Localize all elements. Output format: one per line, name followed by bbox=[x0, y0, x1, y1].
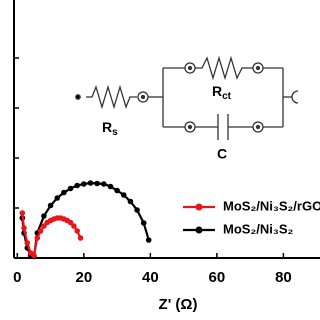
rct-label: Rct bbox=[212, 83, 232, 102]
data-point bbox=[47, 202, 54, 209]
data-point bbox=[77, 235, 84, 241]
data-point bbox=[94, 180, 100, 187]
data-point bbox=[41, 223, 47, 229]
data-point bbox=[31, 252, 37, 259]
data-point bbox=[140, 220, 147, 226]
data-point bbox=[24, 240, 31, 246]
data-point bbox=[67, 219, 74, 226]
data-point bbox=[87, 180, 94, 186]
data-point bbox=[54, 195, 61, 201]
rs-label: Rs bbox=[102, 119, 118, 138]
data-point bbox=[41, 213, 47, 219]
rs-sub: s bbox=[112, 127, 118, 138]
data-point bbox=[71, 223, 77, 229]
rct-sub: ct bbox=[222, 91, 232, 102]
x-tick-label: 0 bbox=[13, 269, 21, 286]
data-point bbox=[101, 181, 107, 187]
legend-marker bbox=[195, 226, 203, 234]
x-tick-label: 80 bbox=[275, 269, 292, 286]
circuit-diagram bbox=[75, 55, 299, 140]
resistor bbox=[195, 55, 253, 81]
data-point bbox=[145, 237, 152, 243]
x-tick-label: 40 bbox=[142, 269, 159, 286]
series-line bbox=[21, 181, 150, 258]
legend-label: MoS₂/Ni₃S₂/rGO bbox=[223, 198, 320, 213]
data-point bbox=[107, 183, 114, 190]
data-point bbox=[134, 207, 140, 213]
node bbox=[255, 65, 261, 71]
terminal bbox=[75, 94, 81, 100]
data-point bbox=[61, 189, 67, 196]
data-point bbox=[114, 187, 120, 194]
node bbox=[140, 94, 146, 100]
node bbox=[255, 124, 261, 130]
data-point bbox=[21, 225, 27, 231]
node bbox=[187, 124, 193, 130]
data-point bbox=[37, 228, 44, 234]
node bbox=[187, 65, 193, 71]
data-point bbox=[127, 198, 134, 205]
data-point bbox=[120, 192, 127, 198]
rs-main: R bbox=[102, 119, 112, 135]
data-point bbox=[74, 228, 80, 234]
rct-main: R bbox=[212, 83, 222, 99]
node bbox=[291, 90, 299, 104]
data-point bbox=[81, 181, 87, 187]
x-tick-label: 60 bbox=[209, 269, 226, 286]
x-tick-label: 20 bbox=[76, 269, 93, 286]
resistor bbox=[86, 84, 137, 110]
legend-label: MoS₂/Ni₃S₂ bbox=[223, 221, 294, 236]
data-point bbox=[19, 210, 26, 216]
data-point bbox=[74, 182, 80, 189]
x-axis-label: Z' (Ω) bbox=[159, 296, 198, 313]
legend-marker bbox=[195, 203, 203, 211]
c-label: C bbox=[217, 146, 227, 162]
data-point bbox=[34, 235, 41, 241]
data-point bbox=[67, 185, 74, 192]
